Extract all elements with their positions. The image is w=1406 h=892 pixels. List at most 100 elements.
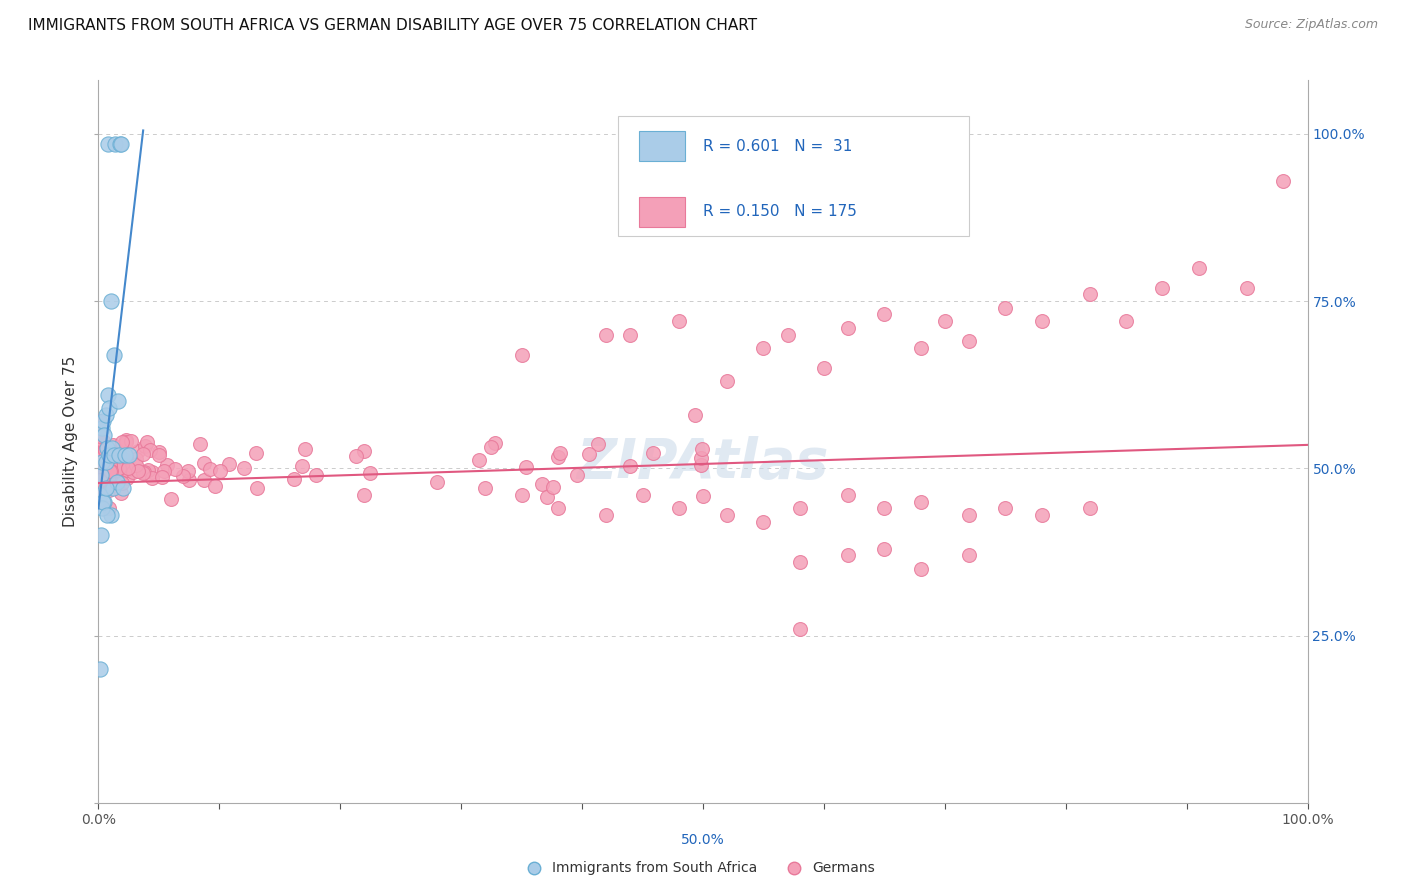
Point	[124, 458, 146, 472]
Point	[94, 442, 117, 457]
Point	[115, 433, 138, 447]
Point	[837, 488, 859, 502]
Point	[124, 452, 146, 467]
Point	[246, 481, 269, 495]
Point	[245, 446, 267, 460]
Text: IMMIGRANTS FROM SOUTH AFRICA VS GERMAN DISABILITY AGE OVER 75 CORRELATION CHART: IMMIGRANTS FROM SOUTH AFRICA VS GERMAN D…	[28, 18, 758, 33]
Point	[90, 478, 112, 492]
Point	[1031, 314, 1053, 328]
Point	[91, 434, 114, 449]
Point	[101, 438, 124, 452]
Point	[690, 458, 713, 473]
Point	[111, 434, 134, 449]
Text: Immigrants from South Africa: Immigrants from South Africa	[551, 861, 756, 875]
Point	[716, 508, 738, 523]
Point	[89, 442, 111, 456]
Point	[910, 341, 932, 355]
Point	[813, 361, 835, 376]
Point	[141, 465, 163, 479]
Point	[957, 508, 980, 523]
Point	[510, 348, 533, 362]
Point	[188, 436, 211, 450]
Point	[115, 471, 138, 485]
Point	[94, 408, 117, 422]
Point	[97, 387, 120, 401]
Point	[957, 334, 980, 349]
Point	[98, 442, 121, 457]
Point	[479, 440, 502, 454]
Point	[586, 437, 609, 451]
Point	[115, 453, 138, 467]
Point	[104, 467, 127, 481]
Point	[103, 448, 125, 462]
Point	[93, 475, 115, 490]
Point	[359, 466, 381, 480]
Point	[994, 301, 1017, 315]
Point	[91, 421, 114, 435]
Point	[474, 482, 496, 496]
Point	[89, 414, 111, 429]
Point	[530, 476, 553, 491]
Point	[110, 452, 132, 467]
Point	[90, 452, 112, 467]
Point	[105, 475, 128, 489]
Point	[1031, 508, 1053, 523]
Point	[595, 508, 617, 523]
Point	[541, 480, 564, 494]
Point	[94, 455, 117, 469]
Point	[104, 463, 127, 477]
Point	[873, 307, 896, 322]
Point	[1236, 281, 1258, 295]
Point	[1152, 281, 1174, 295]
Point	[108, 448, 131, 462]
Point	[115, 463, 138, 477]
Point	[1115, 314, 1137, 328]
Point	[668, 501, 690, 516]
Point	[91, 414, 114, 429]
Point	[110, 458, 132, 472]
Text: R = 0.150   N = 175: R = 0.150 N = 175	[703, 204, 856, 219]
Point	[103, 445, 125, 459]
Point	[90, 473, 112, 487]
Point	[683, 408, 706, 422]
Point	[91, 494, 114, 508]
Point	[134, 439, 156, 453]
Point	[93, 459, 115, 474]
Point	[837, 321, 859, 335]
Point	[104, 136, 127, 151]
Point	[97, 477, 120, 491]
Text: 50.0%: 50.0%	[681, 833, 725, 847]
Point	[619, 459, 641, 474]
Point	[101, 482, 124, 496]
Point	[115, 450, 138, 464]
Point	[193, 456, 215, 470]
Point	[91, 473, 114, 487]
Point	[132, 465, 155, 479]
Point	[548, 446, 571, 460]
Point	[97, 471, 120, 485]
Point	[776, 327, 799, 342]
Point	[136, 434, 159, 449]
Point	[98, 458, 121, 473]
Point	[97, 483, 120, 497]
Point	[153, 464, 176, 478]
Point	[910, 562, 932, 576]
Point	[98, 401, 121, 416]
Point	[344, 449, 367, 463]
Point	[994, 501, 1017, 516]
Point	[94, 482, 117, 496]
Point	[198, 462, 221, 476]
Point	[94, 465, 117, 479]
Point	[89, 462, 111, 476]
Point	[94, 458, 117, 473]
Point	[934, 314, 956, 328]
Point	[93, 441, 115, 455]
Point	[98, 464, 121, 478]
Point	[1078, 287, 1101, 301]
Point	[100, 508, 122, 523]
Point	[232, 461, 254, 475]
Point	[536, 490, 558, 504]
Point	[510, 488, 533, 502]
Point	[578, 447, 600, 461]
Point	[89, 452, 111, 467]
